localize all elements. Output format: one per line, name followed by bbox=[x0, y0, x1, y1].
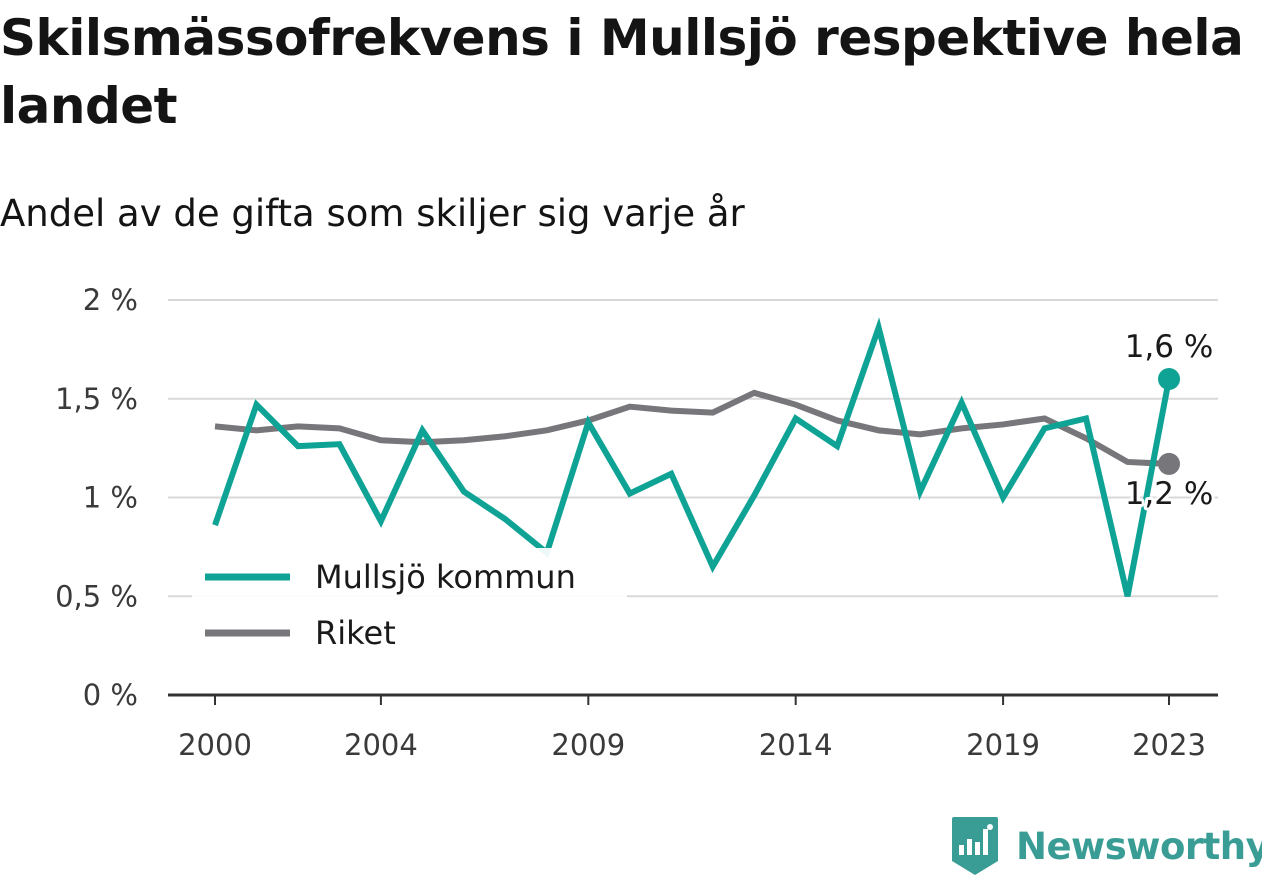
end-point-mullsjo bbox=[1158, 368, 1180, 390]
chart-subtitle: Andel av de gifta som skiljer sig varje … bbox=[0, 192, 745, 235]
y-axis: 0 % 0,5 % 1 % 1,5 % 2 % bbox=[55, 283, 138, 712]
legend-background bbox=[192, 548, 627, 598]
end-labels: 1,6 % 1,2 % bbox=[1122, 329, 1217, 515]
end-label-mullsjo: 1,6 % bbox=[1125, 329, 1214, 365]
legend-label: Riket bbox=[315, 614, 396, 652]
brand-logo: Newsworthy bbox=[950, 815, 1262, 877]
brand-name: Newsworthy bbox=[1016, 824, 1262, 868]
x-tick-label: 2000 bbox=[178, 728, 252, 762]
y-tick-label: 1,5 % bbox=[55, 382, 138, 416]
series-lines bbox=[212, 317, 1180, 597]
series-line-riket bbox=[214, 389, 1170, 467]
x-tick-label: 2014 bbox=[759, 728, 833, 762]
chart-title: Skilsmässofrekvens i Mullsjö respektive … bbox=[0, 9, 1244, 135]
end-label-riket: 1,2 % bbox=[1125, 476, 1214, 512]
y-tick-label: 0 % bbox=[83, 678, 138, 712]
series-line-mullsjo bbox=[212, 317, 1172, 597]
y-tick-label: 2 % bbox=[83, 283, 138, 317]
end-point-riket bbox=[1158, 452, 1180, 475]
x-axis: 2000 2004 2009 2014 2019 2023 bbox=[168, 693, 1218, 762]
x-tick-label: 2023 bbox=[1132, 728, 1206, 762]
x-tick-label: 2019 bbox=[966, 728, 1040, 762]
y-tick-label: 1 % bbox=[83, 481, 138, 515]
legend-label: Mullsjö kommun bbox=[315, 558, 576, 596]
x-tick-label: 2009 bbox=[551, 728, 625, 762]
legend: Mullsjö kommun Riket bbox=[192, 548, 627, 652]
x-tick-label: 2004 bbox=[344, 728, 418, 762]
newsworthy-logo-icon bbox=[952, 817, 998, 875]
y-tick-label: 0,5 % bbox=[55, 579, 138, 613]
